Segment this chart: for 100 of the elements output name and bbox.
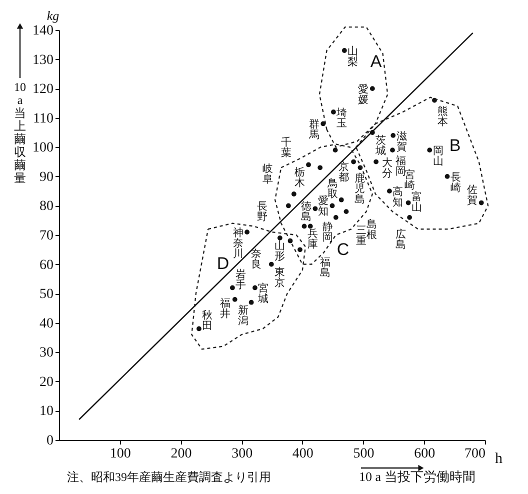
x-tick-label: 700 bbox=[464, 446, 486, 462]
point bbox=[230, 285, 235, 290]
y-tick-label: 130 bbox=[32, 52, 54, 68]
annotation: 長野 bbox=[257, 200, 268, 224]
annotation: 京都 bbox=[338, 160, 350, 184]
point bbox=[370, 86, 375, 92]
point bbox=[390, 148, 395, 153]
annotation: C bbox=[336, 240, 350, 259]
x-tick-label: 100 bbox=[110, 446, 131, 462]
y-tick-label: 40 bbox=[40, 316, 54, 332]
point bbox=[344, 209, 349, 214]
point bbox=[444, 174, 450, 179]
annotation: 千葉 bbox=[280, 136, 292, 160]
y-tick-label: 100 bbox=[32, 140, 54, 156]
point bbox=[318, 165, 323, 170]
y-tick-label: 90 bbox=[40, 170, 54, 185]
point bbox=[232, 296, 238, 302]
annotation: 愛媛 bbox=[358, 82, 370, 106]
text: 注、昭和39年産繭生産費調査より引用 bbox=[67, 470, 271, 484]
point bbox=[308, 224, 313, 229]
y-tick-label: 70 bbox=[40, 228, 54, 244]
point bbox=[330, 203, 335, 208]
point bbox=[427, 148, 432, 153]
annotation: 大分 bbox=[382, 156, 393, 180]
annotation: 秋田 bbox=[202, 310, 214, 332]
point bbox=[248, 300, 254, 305]
point bbox=[406, 200, 411, 206]
point bbox=[306, 162, 311, 168]
point bbox=[291, 192, 296, 196]
y-tick-label: 50 bbox=[40, 287, 54, 302]
annotation: 山形 bbox=[274, 238, 286, 262]
point bbox=[252, 285, 258, 290]
point bbox=[286, 203, 291, 208]
annotation: 愛知 bbox=[318, 194, 330, 218]
y-tick-label: 20 bbox=[40, 374, 54, 390]
annotation: 福島 bbox=[320, 256, 332, 280]
annotation: 新潟 bbox=[238, 303, 250, 327]
text: h bbox=[495, 451, 503, 467]
y-tick-label: 0 bbox=[46, 434, 54, 448]
point bbox=[331, 110, 336, 114]
y-tick-label: 110 bbox=[33, 111, 54, 126]
annotation: D bbox=[216, 254, 230, 273]
annotation: 兵庫 bbox=[308, 227, 319, 251]
annotation: 岡山 bbox=[432, 145, 444, 168]
annotation: 静岡 bbox=[322, 221, 334, 244]
point bbox=[338, 197, 344, 202]
point bbox=[196, 326, 202, 332]
x-tick-label: 400 bbox=[292, 446, 314, 462]
annotation: 茨城 bbox=[374, 134, 387, 157]
annotation: 栃木 bbox=[294, 166, 306, 190]
point bbox=[478, 200, 484, 206]
y-axis-title: 10 a 当上繭収繭量 bbox=[14, 80, 26, 185]
y-tick-label: 30 bbox=[40, 346, 54, 361]
point bbox=[312, 206, 318, 212]
point bbox=[333, 214, 338, 220]
y-tick-label: 10 bbox=[40, 404, 54, 420]
point bbox=[390, 132, 396, 138]
point bbox=[407, 214, 412, 220]
point bbox=[298, 247, 302, 252]
x-tick-label: 500 bbox=[353, 446, 374, 462]
point bbox=[302, 224, 307, 229]
annotation: B bbox=[449, 136, 461, 155]
annotation: 宮城 bbox=[257, 282, 270, 306]
annotation: 奈良 bbox=[251, 248, 262, 270]
x-tick-label: 300 bbox=[232, 446, 253, 462]
annotation: 富山 bbox=[412, 190, 423, 214]
point bbox=[277, 235, 282, 240]
annotation: 佐賀 bbox=[467, 184, 478, 206]
point bbox=[351, 159, 356, 164]
point bbox=[244, 230, 250, 235]
point bbox=[332, 148, 338, 153]
annotation: 福井 bbox=[220, 296, 232, 320]
annotation: 三重 bbox=[356, 224, 368, 247]
annotation: A bbox=[370, 52, 382, 71]
text: kg bbox=[46, 8, 60, 23]
annotation: 熊本 bbox=[438, 104, 449, 128]
point bbox=[342, 48, 347, 53]
annotation: 鹿児島 bbox=[354, 172, 366, 206]
x-axis-title: 10 a 当投下労働時間 bbox=[359, 469, 476, 484]
annotation: 広島 bbox=[395, 227, 406, 251]
annotation: 東京 bbox=[274, 265, 286, 289]
x-tick-label: 200 bbox=[170, 446, 192, 462]
annotation: 島根 bbox=[366, 218, 378, 242]
annotation: 埼玉 bbox=[336, 107, 348, 130]
annotation: 岩手 bbox=[236, 268, 247, 292]
y-tick-label: 80 bbox=[40, 199, 54, 214]
annotation: 山梨 bbox=[348, 44, 359, 68]
point bbox=[374, 159, 379, 164]
annotation: 徳島 bbox=[301, 200, 312, 224]
annotation: 宮崎 bbox=[404, 168, 416, 192]
y-tick-label: 60 bbox=[40, 258, 54, 273]
annotation: 滋賀 bbox=[396, 130, 408, 153]
point bbox=[268, 262, 274, 267]
annotation: 高知 bbox=[392, 185, 404, 209]
y-tick-label: 120 bbox=[32, 82, 54, 98]
annotation: 長崎 bbox=[450, 171, 462, 194]
point bbox=[387, 188, 392, 194]
x-tick-label: 600 bbox=[414, 446, 436, 462]
annotation: 岐阜 bbox=[262, 162, 274, 186]
annotation: 群馬 bbox=[308, 118, 320, 142]
